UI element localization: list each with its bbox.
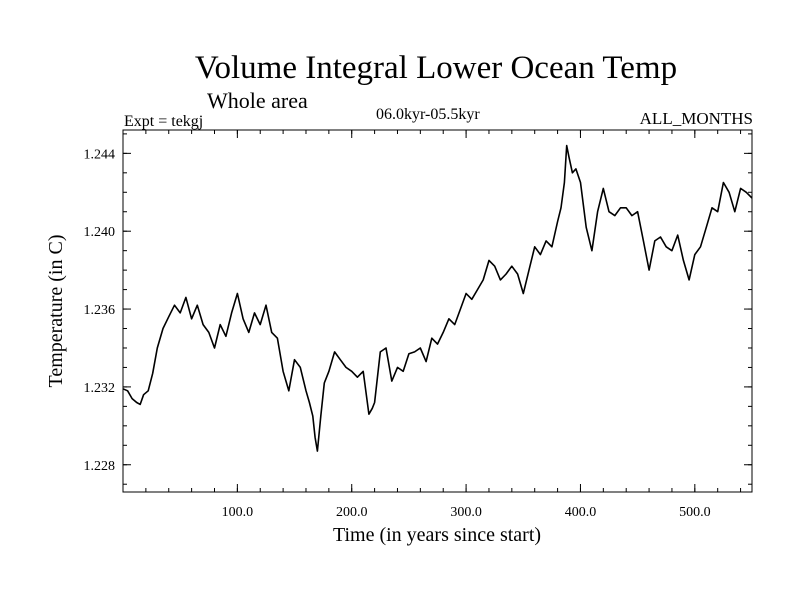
chart-subtitle: Whole area bbox=[207, 88, 308, 113]
y-tick-label: 1.240 bbox=[84, 225, 116, 240]
series-layer bbox=[122, 144, 753, 452]
x-axis-title: Time (in years since start) bbox=[333, 524, 541, 546]
x-tick-label: 200.0 bbox=[336, 505, 368, 520]
x-tick-label: 500.0 bbox=[679, 505, 711, 520]
y-tick-label: 1.244 bbox=[84, 147, 116, 162]
y-axis-title: Temperature (in C) bbox=[45, 235, 67, 388]
y-tick-label: 1.228 bbox=[84, 459, 116, 474]
x-tick-label: 300.0 bbox=[450, 505, 482, 520]
period-label: 06.0kyr-05.5kyr bbox=[376, 106, 480, 123]
series-line bbox=[122, 144, 753, 452]
y-tick-label: 1.232 bbox=[84, 381, 116, 396]
x-tick-label: 100.0 bbox=[222, 505, 254, 520]
ticks-layer: 100.0 200.0 300.0 400.0 500.0 1.228 1.232 1.236… bbox=[84, 130, 752, 520]
months-label: ALL_MONTHS bbox=[639, 109, 753, 128]
x-tick-label: 400.0 bbox=[565, 505, 597, 520]
chart-title: Volume Integral Lower Ocean Temp bbox=[194, 50, 678, 86]
experiment-label: Expt = tekgj bbox=[124, 113, 204, 130]
plot-frame bbox=[122, 129, 753, 493]
y-tick-label: 1.236 bbox=[84, 303, 116, 318]
